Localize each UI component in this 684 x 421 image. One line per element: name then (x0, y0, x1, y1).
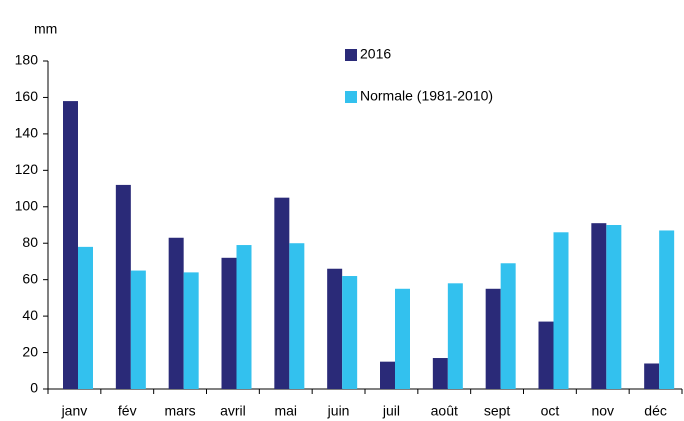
bar (115, 184, 131, 389)
bar (78, 246, 93, 389)
x-tick-label: juil (382, 403, 400, 419)
legend-label: Normale (1981-2010) (360, 88, 493, 104)
x-tick-label: août (431, 403, 458, 419)
bar (236, 245, 252, 389)
y-axis-unit: mm (34, 21, 57, 37)
bar (380, 361, 395, 389)
x-tick-label: fév (118, 403, 137, 419)
bar (274, 197, 290, 389)
y-tick-label: 140 (15, 125, 39, 141)
y-tick-label: 0 (30, 380, 38, 396)
bar (395, 288, 410, 389)
bar (500, 263, 516, 389)
bar (485, 288, 501, 389)
bar (168, 237, 184, 389)
bar (130, 270, 146, 389)
y-tick-label: 160 (15, 88, 39, 104)
y-tick-label: 100 (15, 197, 39, 213)
bar (538, 321, 554, 389)
bar (553, 232, 569, 389)
bar (327, 268, 343, 389)
bar (289, 243, 305, 389)
y-tick-label: 120 (15, 161, 39, 177)
y-tick-label: 60 (22, 270, 38, 286)
bar (63, 101, 78, 389)
x-tick-label: mars (165, 403, 196, 419)
x-tick-label: janv (61, 403, 88, 419)
bar (644, 363, 660, 389)
x-tick-label: avril (220, 403, 246, 419)
bar (447, 283, 463, 389)
bar (342, 276, 358, 389)
x-tick-label: sept (484, 403, 511, 419)
x-tick-label: oct (541, 403, 560, 419)
y-tick-label: 20 (22, 343, 38, 359)
bar (659, 230, 675, 389)
bar (432, 358, 448, 389)
bar (591, 223, 607, 389)
x-tick-label: mai (274, 403, 297, 419)
y-tick-label: 80 (22, 234, 38, 250)
legend-swatch (345, 49, 357, 61)
x-tick-label: juin (327, 403, 350, 419)
y-tick-label: 180 (15, 52, 39, 68)
bar (183, 272, 199, 389)
y-tick-label: 40 (22, 307, 38, 323)
bar (606, 225, 622, 389)
legend-label: 2016 (360, 46, 391, 62)
bar (221, 257, 237, 389)
x-tick-label: nov (591, 403, 614, 419)
legend-swatch (345, 91, 357, 103)
x-tick-label: déc (644, 403, 667, 419)
